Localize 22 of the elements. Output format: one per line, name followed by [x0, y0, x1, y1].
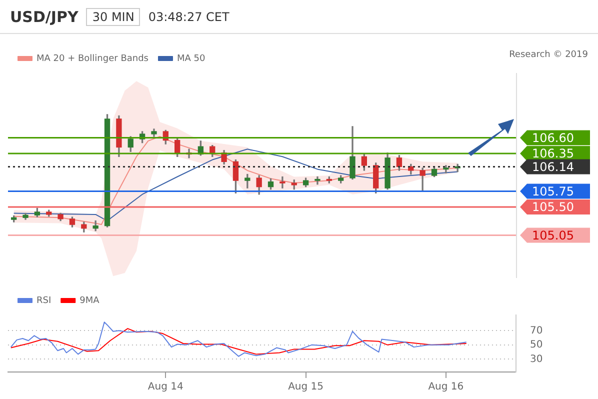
x-tick-label: Aug 16 — [428, 382, 464, 393]
y-tick-label: 105.50 — [532, 200, 574, 214]
text: Research © 2019 — [509, 50, 588, 60]
legend-label: MA 50 — [176, 54, 206, 64]
y-tick-label: 105.75 — [532, 184, 574, 198]
candlestick — [280, 176, 286, 188]
y-tick-label: 70 — [530, 325, 543, 336]
candlestick — [443, 165, 449, 174]
legend-label: RSI — [36, 296, 52, 306]
legend-label: 9MA — [80, 296, 100, 306]
y-tick-label: 50 — [530, 340, 543, 351]
y-tick-label: 106.60 — [532, 130, 574, 145]
x-tick-label: Aug 14 — [148, 382, 184, 393]
text: 03:48:27 CET — [148, 10, 230, 24]
y-tick-label: 30 — [530, 354, 543, 365]
y-tick-label: 105.05 — [532, 228, 574, 242]
y-tick-label: 106.14 — [532, 160, 574, 174]
legend-label: MA 20 + Bollinger Bands — [36, 54, 149, 64]
text: 30 MIN — [86, 8, 140, 26]
y-tick-label: 106.35 — [532, 146, 574, 161]
chart-title: USD/JPY — [10, 8, 78, 26]
x-tick-label: Aug 15 — [288, 382, 324, 393]
